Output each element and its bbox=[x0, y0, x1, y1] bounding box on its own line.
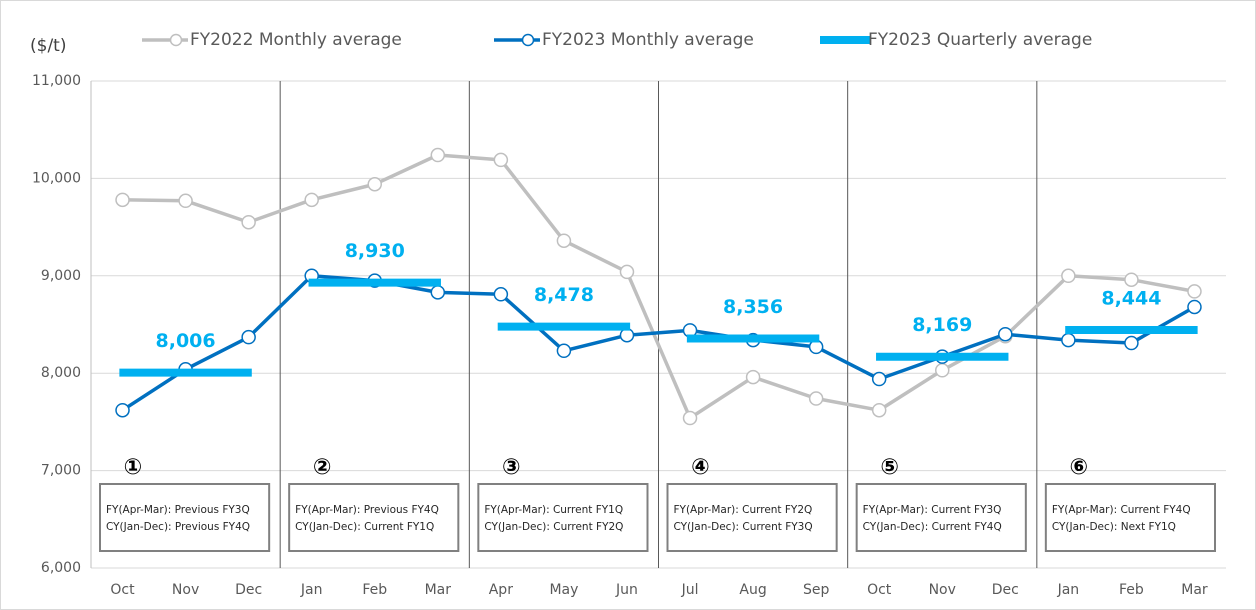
point-marker bbox=[808, 391, 824, 406]
x-tick-label: Dec bbox=[235, 582, 262, 598]
annotation-marker: ⑤ bbox=[880, 455, 899, 480]
annotation-text: CY(Jan-Dec): Current FY3Q bbox=[674, 521, 813, 533]
point-marker bbox=[178, 193, 193, 209]
point-marker bbox=[115, 192, 130, 208]
point-marker bbox=[1187, 299, 1202, 315]
point-marker bbox=[619, 327, 635, 343]
x-tick-label: May bbox=[549, 582, 578, 598]
data-label: 8,006 bbox=[156, 330, 216, 352]
series-line bbox=[121, 274, 1196, 412]
point-marker bbox=[556, 343, 572, 359]
annotation-marker: ② bbox=[313, 455, 332, 480]
x-tick-label: Feb bbox=[1119, 582, 1144, 598]
point-marker bbox=[430, 285, 446, 300]
data-label: 8,478 bbox=[534, 284, 594, 306]
annotation-marker: ⑥ bbox=[1070, 455, 1089, 480]
x-tick-label: Oct bbox=[867, 582, 892, 598]
annotation-text: CY(Jan-Dec): Previous FY4Q bbox=[106, 521, 250, 533]
x-tick-label: Dec bbox=[992, 582, 1019, 598]
annotation-marker: ① bbox=[124, 455, 143, 480]
legend-label: FY2022 Monthly average bbox=[190, 30, 402, 50]
y-tick-label: 10,000 bbox=[32, 170, 81, 186]
point-marker bbox=[619, 264, 635, 280]
annotation-box bbox=[477, 483, 649, 552]
annotation-text: FY(Apr-Mar): Current FY2Q bbox=[674, 504, 813, 516]
legend-label: FY2023 Monthly average bbox=[542, 30, 754, 50]
x-tick-label: Nov bbox=[172, 582, 199, 598]
y-tick-label: 6,000 bbox=[41, 560, 81, 576]
point-marker bbox=[871, 402, 887, 418]
annotation-text: CY(Jan-Dec): Current FY1Q bbox=[295, 521, 434, 533]
annotation-text: CY(Jan-Dec): Current FY2Q bbox=[484, 521, 623, 533]
data-label: 8,930 bbox=[345, 240, 405, 262]
annotation-text: FY(Apr-Mar): Previous FY4Q bbox=[295, 504, 439, 516]
annotation-box bbox=[666, 483, 838, 552]
annotation-text: FY(Apr-Mar): Current FY4Q bbox=[1052, 504, 1191, 516]
y-tick-label: 8,000 bbox=[41, 365, 81, 381]
data-label: 8,169 bbox=[912, 314, 972, 336]
point-marker bbox=[241, 214, 256, 230]
x-tick-label: Jan bbox=[300, 582, 323, 598]
annotation-text: FY(Apr-Mar): Previous FY3Q bbox=[106, 504, 250, 516]
x-tick-label: Jan bbox=[1057, 582, 1080, 598]
point-marker bbox=[241, 329, 256, 345]
x-tick-label: Feb bbox=[362, 582, 387, 598]
annotation-text: CY(Jan-Dec): Next FY1Q bbox=[1052, 521, 1176, 533]
point-marker bbox=[871, 371, 887, 387]
annotation-box bbox=[1044, 483, 1217, 552]
point-marker bbox=[493, 287, 509, 302]
legend-marker bbox=[169, 33, 183, 47]
annotation-text: FY(Apr-Mar): Current FY1Q bbox=[484, 504, 623, 516]
annotation-marker: ④ bbox=[691, 455, 710, 480]
point-marker bbox=[493, 152, 509, 168]
point-marker bbox=[998, 326, 1013, 342]
x-tick-label: Oct bbox=[110, 582, 135, 598]
x-tick-label: Nov bbox=[929, 582, 956, 598]
x-tick-label: Sep bbox=[803, 582, 830, 598]
annotation-box bbox=[99, 483, 271, 552]
point-marker bbox=[556, 233, 572, 248]
point-marker bbox=[1187, 284, 1202, 299]
point-marker bbox=[935, 363, 950, 378]
y-tick-label: 9,000 bbox=[41, 268, 81, 284]
point-marker bbox=[682, 410, 698, 426]
y-tick-label: 7,000 bbox=[41, 463, 81, 479]
data-label: 8,356 bbox=[723, 296, 783, 318]
point-marker bbox=[1124, 335, 1139, 351]
x-tick-label: Mar bbox=[1181, 582, 1208, 598]
point-marker bbox=[430, 147, 446, 163]
x-tick-label: Mar bbox=[425, 582, 452, 598]
y-tick-label: 11,000 bbox=[32, 73, 81, 89]
point-marker bbox=[745, 369, 761, 385]
point-marker bbox=[1061, 268, 1076, 284]
annotation-box bbox=[288, 483, 460, 552]
point-marker bbox=[115, 402, 130, 418]
point-marker bbox=[1061, 332, 1076, 348]
y-unit-label: ($/t) bbox=[30, 36, 66, 56]
x-tick-label: Aug bbox=[739, 582, 766, 598]
annotation-marker: ③ bbox=[502, 455, 521, 480]
point-marker bbox=[1124, 272, 1139, 287]
annotation-box bbox=[855, 483, 1027, 552]
legend-label: FY2023 Quarterly average bbox=[868, 30, 1092, 50]
series-line bbox=[122, 153, 1195, 420]
annotation-text: CY(Jan-Dec): Current FY4Q bbox=[863, 521, 1002, 533]
point-marker bbox=[367, 176, 382, 192]
point-marker bbox=[304, 192, 319, 208]
x-tick-label: Jun bbox=[615, 582, 638, 598]
annotation-text: FY(Apr-Mar): Current FY3Q bbox=[863, 504, 1002, 516]
data-label: 8,444 bbox=[1101, 287, 1161, 309]
legend-marker bbox=[521, 33, 535, 47]
x-tick-label: Jul bbox=[681, 582, 699, 598]
x-tick-label: Apr bbox=[489, 582, 513, 598]
